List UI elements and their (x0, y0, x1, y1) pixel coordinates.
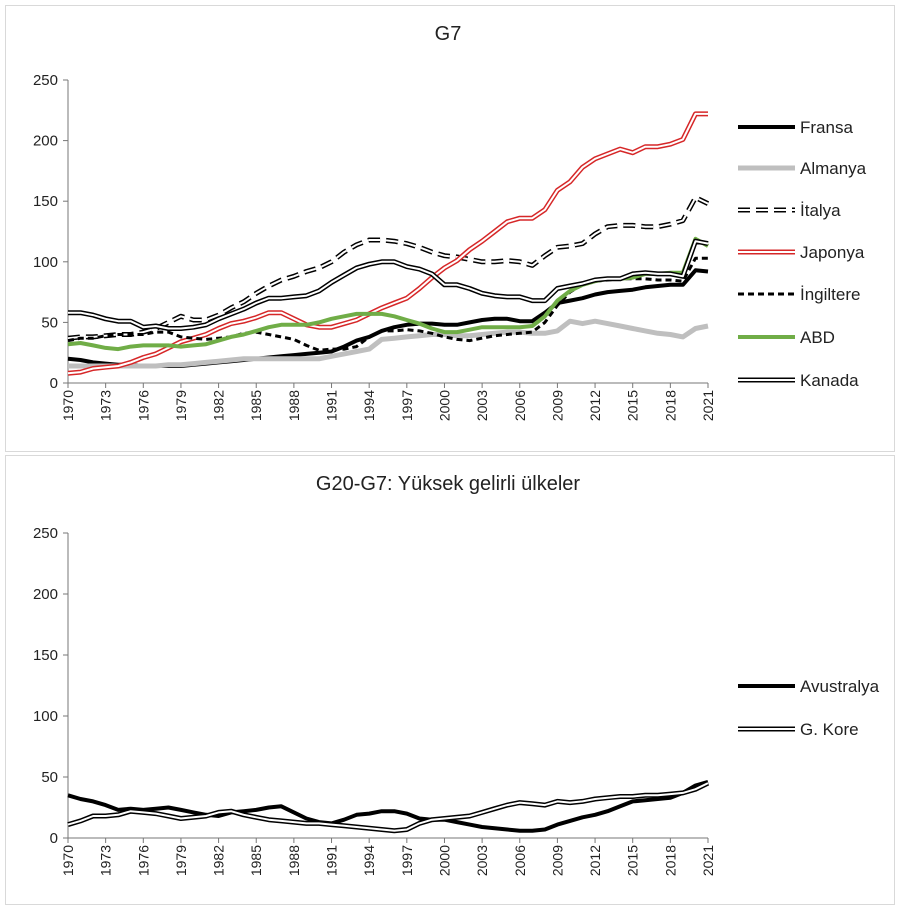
legend-label: G. Kore (800, 720, 859, 739)
legend-label: Avustralya (800, 677, 880, 696)
x-tick-label: 1991 (324, 845, 340, 876)
x-tick-label: 2009 (549, 390, 565, 421)
x-tick-label: 2012 (587, 845, 603, 876)
chart-title: G20-G7: Yüksek gelirli ülkeler (316, 473, 581, 495)
x-tick-label: 1982 (211, 390, 227, 421)
x-tick-label: 2015 (625, 845, 641, 876)
x-tick-label: 1997 (399, 845, 415, 876)
x-tick-label: 1988 (286, 390, 302, 421)
series-line (67, 236, 709, 352)
x-tick-label: 1970 (60, 390, 76, 421)
x-tick-label: 1994 (361, 390, 377, 421)
x-tick-label: 1985 (248, 845, 264, 876)
y-tick-label: 100 (33, 708, 58, 725)
y-tick-label: 0 (50, 375, 58, 392)
x-tick-label: 1979 (173, 390, 189, 421)
y-tick-label: 100 (33, 254, 58, 271)
y-tick-label: 50 (41, 769, 58, 786)
x-tick-label: 2000 (436, 845, 452, 876)
x-tick-label: 1982 (211, 845, 227, 876)
x-tick-label: 2003 (474, 845, 490, 876)
panel (5, 5, 895, 452)
legend-label: Almanya (800, 159, 867, 178)
x-tick-label: 1970 (60, 845, 76, 876)
x-tick-label: 2018 (662, 845, 678, 876)
x-tick-label: 1985 (248, 390, 264, 421)
x-tick-label: 1991 (324, 390, 340, 421)
x-tick-label: 1973 (98, 390, 114, 421)
x-tick-label: 1979 (173, 845, 189, 876)
legend-label: İtalya (800, 201, 841, 220)
legend-label: Japonya (800, 243, 865, 262)
y-tick-label: 250 (33, 525, 58, 542)
legend-label: ABD (800, 328, 835, 347)
x-tick-label: 1988 (286, 845, 302, 876)
x-tick-label: 2000 (436, 390, 452, 421)
series-line-inner (67, 196, 709, 340)
series-line (68, 318, 709, 369)
series-line-inner (68, 240, 709, 330)
y-tick-label: 150 (33, 193, 58, 210)
x-tick-label: 2012 (587, 390, 603, 421)
legend-label: Fransa (800, 118, 853, 137)
x-tick-label: 2021 (700, 390, 716, 421)
y-tick-label: 150 (33, 647, 58, 664)
y-tick-label: 50 (41, 314, 58, 331)
y-tick-label: 0 (50, 830, 58, 847)
y-tick-label: 250 (33, 72, 58, 89)
y-tick-label: 200 (33, 133, 58, 150)
legend-label: İngiltere (800, 285, 860, 304)
series-line-inner (67, 782, 709, 832)
y-tick-label: 200 (33, 586, 58, 603)
x-tick-label: 2018 (662, 390, 678, 421)
x-tick-label: 1976 (135, 845, 151, 876)
chart-title: G7 (435, 23, 462, 45)
x-tick-label: 1973 (98, 845, 114, 876)
x-tick-label: 2006 (512, 390, 528, 421)
series-line (67, 779, 709, 833)
x-tick-label: 1997 (399, 390, 415, 421)
x-tick-label: 2009 (549, 845, 565, 876)
x-tick-label: 1994 (361, 845, 377, 876)
legend-label: Kanada (800, 371, 859, 390)
panel (5, 455, 895, 905)
x-tick-label: 2006 (512, 845, 528, 876)
x-tick-label: 1976 (135, 390, 151, 421)
x-tick-label: 2015 (625, 390, 641, 421)
x-tick-label: 2003 (474, 390, 490, 421)
series-line-inner (67, 112, 708, 375)
x-tick-label: 2021 (700, 845, 716, 876)
